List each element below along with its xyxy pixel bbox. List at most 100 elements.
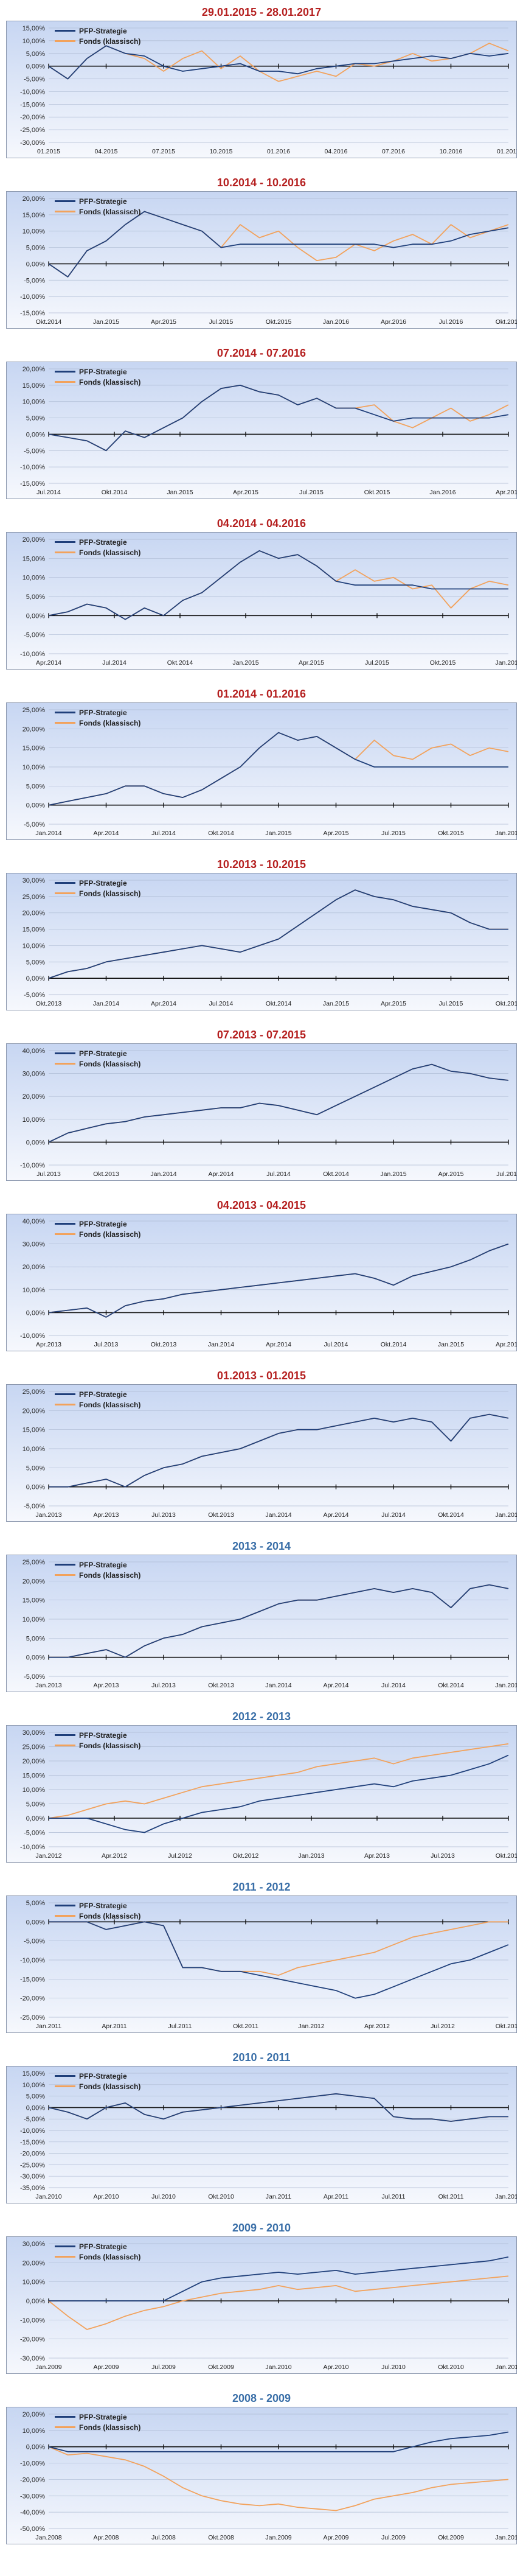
line-chart: 40,00%30,00%20,00%10,00%0,00%-10,00%Apr.… (6, 1214, 517, 1351)
x-tick-label: Okt.2014 (266, 1000, 292, 1007)
x-tick-label: Jan.2011 (496, 2364, 517, 2371)
y-tick-label: -35,00% (20, 2185, 45, 2192)
legend-label-fund: Fonds (klassisch) (79, 207, 141, 216)
x-tick-label: Jan.2011 (266, 2193, 292, 2200)
y-tick-label: 5,00% (26, 959, 45, 966)
legend-swatch-fund (55, 211, 75, 212)
y-tick-label: 20,00% (23, 1758, 46, 1765)
plot-background (6, 2407, 517, 2544)
y-tick-label: 0,00% (26, 261, 45, 268)
legend-label-strategy: PFP-Strategie (79, 367, 127, 376)
x-tick-label: Jul.2015 (381, 830, 406, 837)
x-tick-label: Jul.2012 (431, 2023, 455, 2030)
x-tick-label: Apr.2012 (102, 1852, 127, 1860)
plot-background (6, 2236, 517, 2374)
x-tick-label: 04.2015 (95, 148, 118, 155)
x-tick-label: Jan.2008 (35, 2534, 61, 2541)
x-tick-label: Jan.2010 (35, 2193, 61, 2200)
y-tick-label: 20,00% (23, 1093, 46, 1101)
legend-swatch-strategy (55, 1393, 75, 1395)
y-tick-label: 40,00% (23, 1048, 46, 1055)
y-tick-label: -15,00% (20, 2139, 45, 2146)
x-tick-label: 01.2017 (497, 148, 517, 155)
legend-item-strategy: PFP-Strategie (55, 26, 170, 36)
legend-label-strategy: PFP-Strategie (79, 878, 127, 887)
y-tick-label: 20,00% (23, 1578, 46, 1585)
x-tick-label: Apr.2012 (364, 2023, 390, 2030)
chart-legend: PFP-Strategie Fonds (klassisch) (55, 878, 170, 898)
x-tick-label: Okt.2013 (93, 1171, 119, 1178)
series-line-strategy (48, 45, 509, 80)
y-tick-label: -10,00% (20, 2127, 45, 2135)
x-tick-label: Jan.2013 (298, 1852, 324, 1860)
legend-item-fund: Fonds (klassisch) (55, 1229, 170, 1239)
y-tick-label: 15,00% (23, 382, 46, 390)
chart-title: 2008 - 2009 (232, 2392, 291, 2404)
y-tick-label: -20,00% (20, 114, 45, 121)
legend-item-fund: Fonds (klassisch) (55, 377, 170, 387)
legend-item-fund: Fonds (klassisch) (55, 547, 170, 558)
x-tick-label: Apr.2015 (233, 489, 258, 496)
y-tick-label: 10,00% (23, 38, 46, 45)
chart-panel: 2009 - 2010 30,00% 20,00% 10,00% 0,00% -10,00… (6, 2219, 517, 2381)
legend-label-strategy: PFP-Strategie (79, 1731, 127, 1740)
x-tick-label: Apr.2015 (323, 830, 348, 837)
y-tick-label: -20,00% (20, 2336, 45, 2343)
x-tick-label: 07.2016 (382, 148, 405, 155)
y-tick-label: 5,00% (26, 1900, 45, 1907)
legend-swatch-strategy (55, 1223, 75, 1225)
legend-swatch-strategy (55, 541, 75, 543)
chart-panel: 01.2014 - 01.2016 25,00% 20,00% 15,00% 10,00… (6, 685, 517, 847)
chart-panel: 01.2013 - 01.2015 25,00% 20,00% 15,00% 10,00… (6, 1367, 517, 1528)
x-tick-label: Okt.2014 (438, 1511, 464, 1519)
x-tick-label: Okt.2014 (381, 1341, 407, 1348)
y-tick-label: -30,00% (20, 2493, 45, 2500)
x-tick-label: Apr.2011 (102, 2023, 126, 2030)
legend-swatch-strategy (55, 2245, 75, 2247)
chart-title: 07.2013 - 07.2015 (216, 1029, 307, 1041)
x-tick-label: Jul.2013 (431, 1852, 455, 1860)
legend-swatch-strategy (55, 882, 75, 884)
x-tick-label: Jan.2012 (495, 2193, 517, 2200)
y-tick-label: 15,00% (23, 25, 46, 32)
series-line-strategy (48, 211, 509, 278)
x-tick-label: Jan.2015 (93, 318, 119, 326)
x-tick-label: Jul.2015 (439, 1000, 463, 1007)
legend-swatch-fund (55, 551, 75, 553)
x-tick-label: Jul.2009 (381, 2534, 406, 2541)
legend-item-fund: Fonds (klassisch) (55, 1740, 170, 1751)
x-tick-label: Okt.2015 (430, 659, 456, 667)
line-chart: 30,00% 25,00% 20,00% 15,00% 10,00% 5,00% 0,00%… (6, 873, 517, 1010)
y-tick-label: -15,00% (20, 310, 45, 317)
series-line-strategy (49, 1584, 509, 1658)
legend-label-strategy: PFP-Strategie (79, 2071, 127, 2081)
series-line-strategy (49, 1413, 509, 1488)
chart-legend: PFP-Strategie Fonds (klassisch) (55, 26, 170, 46)
x-tick-label: 10.2016 (440, 148, 463, 155)
y-tick-label: 25,00% (23, 1744, 46, 1751)
series-line-fund (48, 2446, 509, 2511)
x-tick-label: Apr.2015 (496, 1341, 517, 1348)
y-tick-label: -30,00% (20, 2355, 45, 2362)
legend-label-fund: Fonds (klassisch) (79, 889, 141, 898)
legend-label-strategy: PFP-Strategie (79, 537, 127, 547)
x-tick-label: Okt.2013 (208, 1682, 234, 1689)
y-tick-label: 0,00% (26, 1484, 45, 1491)
x-tick-label: Jan.2015 (167, 489, 193, 496)
chart-panel: 10.2013 - 10.2015 30,00% 25,00% 20,00% 15,00… (6, 856, 517, 1017)
y-tick-label: 0,00% (26, 2298, 45, 2305)
legend-label-strategy: PFP-Strategie (79, 1901, 127, 1910)
y-tick-label: 25,00% (23, 1559, 46, 1566)
series-line-strategy (48, 2431, 509, 2452)
legend-item-fund: Fonds (klassisch) (55, 718, 170, 728)
y-tick-label: -5,00% (24, 447, 45, 455)
x-tick-label: Apr.2014 (266, 1341, 291, 1348)
x-tick-label: Apr.2016 (496, 489, 517, 496)
y-tick-label: -15,00% (20, 480, 45, 488)
legend-label-fund: Fonds (klassisch) (79, 1230, 141, 1239)
plot-background (6, 702, 517, 840)
legend-swatch-fund (55, 381, 75, 383)
x-tick-label: Jul.2014 (102, 659, 126, 667)
legend-item-strategy: PFP-Strategie (55, 878, 170, 888)
